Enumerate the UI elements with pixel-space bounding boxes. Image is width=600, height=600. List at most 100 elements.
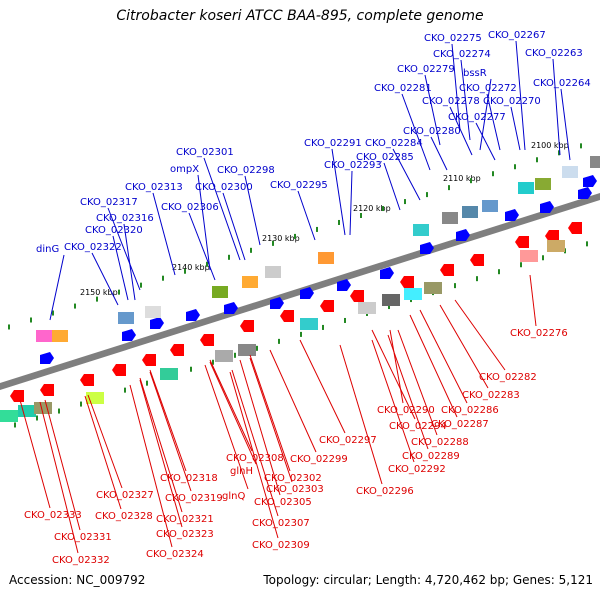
forward-leader-line: [49, 254, 65, 321]
forward-leader-line: [91, 252, 119, 306]
forward-leader-line: [203, 157, 241, 261]
reverse-gene-label: CKO_02292: [388, 464, 446, 475]
scale-tick: [586, 241, 588, 247]
forward-gene-label: CKO_02298: [217, 165, 275, 176]
forward-feature-arrow: [380, 267, 394, 279]
reverse-leader-line: [371, 339, 415, 463]
reverse-gene-label: CKO_02299: [290, 454, 348, 465]
scale-tick: [476, 276, 478, 282]
scale-tick: [8, 324, 10, 330]
scale-tick: [234, 352, 236, 358]
forward-gene-label: CKO_02280: [403, 126, 461, 137]
reverse-leader-line: [209, 359, 253, 452]
reverse-gene-block: [547, 240, 565, 252]
forward-gene-label: CKO_02285: [356, 152, 414, 163]
reverse-leader-line: [249, 357, 293, 483]
forward-gene-block: [145, 306, 161, 318]
forward-gene-label: dinG: [36, 244, 59, 255]
scale-label: 2100 kbp: [531, 141, 569, 150]
forward-leader-line: [152, 192, 176, 276]
reverse-gene-block: [358, 302, 376, 314]
reverse-leader-line: [419, 309, 468, 404]
forward-gene-label: CKO_02320: [85, 225, 143, 236]
reverse-gene-label: CKO_02294: [389, 421, 447, 432]
forward-leader-line: [349, 170, 353, 236]
scale-tick: [492, 171, 494, 177]
scale-tick: [162, 275, 164, 281]
forward-gene-label: CKO_02279: [397, 64, 455, 75]
reverse-gene-block: [215, 350, 233, 362]
reverse-leader-line: [339, 344, 383, 485]
reverse-feature-arrow: [142, 354, 156, 366]
scale-tick: [426, 192, 428, 198]
reverse-leader-line: [269, 349, 317, 453]
accession-text: Accession: NC_009792: [9, 573, 146, 587]
scale-tick: [388, 304, 390, 310]
forward-feature-arrow: [540, 201, 554, 213]
forward-leader-line: [107, 207, 141, 291]
scale-tick: [256, 345, 258, 351]
forward-leader-line: [188, 212, 216, 281]
scale-tick: [14, 422, 16, 428]
reverse-leader-line: [229, 371, 279, 539]
reverse-leader-line: [19, 399, 51, 509]
reverse-gene-block: [424, 282, 442, 294]
scale-tick: [228, 254, 230, 260]
forward-leader-line: [331, 148, 346, 236]
reverse-leader-line: [129, 384, 173, 548]
scale-tick: [184, 268, 186, 274]
scale-tick: [74, 303, 76, 309]
reverse-gene-label: CKO_02323: [156, 529, 214, 540]
forward-gene-label: bssR: [463, 68, 487, 79]
scale-tick: [542, 255, 544, 261]
reverse-gene-label: CKO_02297: [319, 435, 377, 446]
forward-gene-label: CKO_02293: [324, 160, 382, 171]
scale-tick: [498, 269, 500, 275]
forward-leader-line: [383, 162, 401, 211]
scale-tick: [382, 206, 384, 212]
scale-label: 2120 kbp: [353, 204, 391, 213]
scale-tick: [558, 150, 560, 156]
forward-gene-label: CKO_02322: [64, 242, 122, 253]
forward-gene-block: [518, 182, 534, 194]
reverse-gene-block: [160, 368, 178, 380]
forward-gene-block: [36, 330, 52, 342]
forward-gene-block: [118, 312, 134, 324]
reverse-gene-label: CKO_02288: [411, 437, 469, 448]
reverse-gene-label: CKO_02328: [95, 511, 153, 522]
reverse-leader-line: [529, 274, 537, 327]
map-title: Citrobacter koseri ATCC BAA-895, complet…: [116, 8, 484, 24]
forward-gene-label: CKO_02301: [176, 147, 234, 158]
reverse-feature-arrow: [200, 334, 214, 346]
reverse-gene-label: CKO_02302: [264, 473, 322, 484]
forward-gene-label: CKO_02291: [304, 138, 362, 149]
reverse-gene-block: [18, 405, 36, 417]
reverse-gene-label: CKO_02283: [462, 390, 520, 401]
scale-tick: [278, 338, 280, 344]
forward-leader-line: [479, 78, 492, 151]
scale-tick: [300, 331, 302, 337]
scale-tick: [454, 283, 456, 289]
forward-gene-label: CKO_02306: [161, 202, 219, 213]
reverse-gene-label: CKO_02309: [252, 540, 310, 551]
forward-gene-label: CKO_02284: [365, 138, 423, 149]
reverse-gene-label: glnQ: [222, 491, 245, 502]
reverse-feature-arrow: [40, 384, 54, 396]
scale-tick: [514, 164, 516, 170]
scale-tick: [36, 415, 38, 421]
forward-gene-block: [413, 224, 429, 236]
forward-feature-arrow: [505, 209, 519, 221]
reverse-feature-arrow: [80, 374, 94, 386]
forward-leader-line: [430, 136, 448, 171]
reverse-feature-arrow: [320, 300, 334, 312]
reverse-leader-line: [439, 304, 489, 389]
scale-tick: [470, 178, 472, 184]
forward-feature-arrow: [456, 229, 470, 241]
reverse-leader-line: [44, 399, 81, 531]
scale-tick: [360, 213, 362, 218]
scale-label: 2150 kbp: [80, 288, 118, 297]
forward-leader-line: [244, 175, 261, 246]
forward-gene-label: CKO_02264: [533, 78, 591, 89]
reverse-feature-arrow: [10, 390, 24, 402]
